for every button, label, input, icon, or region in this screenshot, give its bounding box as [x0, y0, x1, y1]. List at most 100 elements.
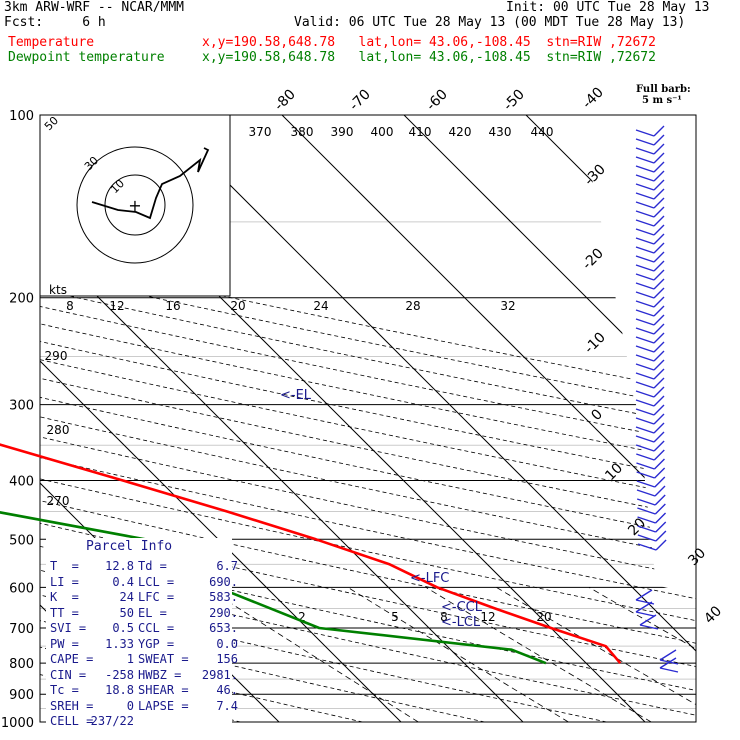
wind-barb: [635, 134, 665, 146]
ccl-annotation: <-CCL: [441, 600, 483, 615]
wind-barb: [635, 215, 665, 227]
theta-label: 410: [409, 125, 432, 139]
init-time: Init: 00 UTC Tue 28 May 13: [506, 0, 710, 15]
theta-label: 280: [47, 423, 70, 437]
wind-barb: [636, 458, 665, 470]
wind-barb: [635, 233, 665, 245]
dewpoint-legend: Dewpoint temperature: [8, 50, 165, 65]
theta-label: 400: [371, 125, 394, 139]
parcel-info-cell: CIN =: [50, 667, 87, 682]
parcel-info-cell: Td =: [138, 559, 167, 573]
wind-barb: [635, 197, 665, 209]
wind-barb: [635, 224, 665, 236]
wind-barb: [635, 323, 665, 335]
theta-label: 380: [291, 125, 314, 139]
isotherm-label: -40: [579, 84, 606, 111]
wind-barb: [635, 179, 665, 191]
parcel-info-row: CAPE = 1 SWEAT = 156: [50, 652, 238, 668]
wind-barb: [635, 251, 665, 263]
parcel-info-cell: 0: [126, 698, 134, 713]
parcel-info-cell: SREH =: [50, 698, 94, 713]
wind-barb: [635, 305, 665, 317]
isotherm-label: 0: [588, 406, 606, 424]
mixing-ratio-label: 2: [298, 610, 306, 624]
parcel-info-row: CELL = 237/22: [50, 714, 238, 730]
isotherm-line: [281, 115, 696, 722]
mixing-ratio-line: [588, 586, 696, 722]
wind-barb: [635, 440, 665, 452]
dewpoint-location: x,y=190.58,648.78 lat,lon= 43.06,-108.45…: [202, 50, 656, 65]
wind-barb: [635, 350, 665, 362]
parcel-info-cell: 6.7: [216, 559, 238, 573]
parcel-info-cell: 653.: [209, 621, 238, 635]
parcel-info-cell: CELL =: [50, 714, 94, 728]
dry-adiabat-line: [40, 115, 696, 722]
parcel-info-cell: SWEAT =: [138, 652, 189, 666]
hodograph-box: [39, 114, 231, 297]
pressure-tick-label: 500: [9, 533, 34, 548]
wind-barb: [635, 422, 665, 434]
mixing-ratio-label: 8: [440, 610, 448, 624]
parcel-info-title: Parcel Info: [86, 539, 173, 554]
isotherm-label: 40: [701, 603, 725, 627]
parcel-info-cell: PW =: [50, 636, 79, 651]
isotherm-label: -80: [271, 86, 298, 113]
parcel-info-cell: HWBZ =: [138, 667, 182, 682]
hodograph-ring: [104, 174, 166, 236]
wind-barb: [637, 521, 667, 533]
parcel-info-cell: T =: [50, 559, 79, 573]
parcel-info-cell: CCL =: [138, 621, 175, 635]
wind-barb: [639, 614, 659, 630]
pressure-tick-label: 100: [9, 109, 34, 124]
lcl-annotation: <-LCL: [441, 615, 481, 630]
wind-barb: [635, 242, 665, 254]
parcel-info-row: T = 12.8 Td = 6.7: [50, 559, 238, 575]
isotherm-line: [40, 115, 524, 722]
mixing-ratio-line: [496, 586, 696, 722]
parcel-info-cell: 18.8: [105, 683, 134, 697]
parcel-info-cell: 1: [126, 652, 134, 666]
wind-barb: [635, 152, 665, 164]
wind-barb: [636, 494, 666, 506]
wind-barb: [635, 377, 665, 389]
el-annotation: <-EL: [280, 388, 312, 403]
mixing-ratio-label: 5: [391, 610, 399, 624]
parcel-info-cell: -258: [105, 667, 134, 682]
theta-label: 290: [45, 349, 68, 363]
wind-barb: [635, 332, 665, 344]
isotherm-label: -20: [579, 245, 606, 272]
parcel-info-table: T = 12.8 Td = 6.7 LI = 0.4 LCL = 690. K = 24 LFC =…: [50, 559, 238, 730]
wind-barb: [635, 269, 665, 281]
parcel-info-cell: 290.: [209, 605, 238, 620]
parcel-info-cell: Tc =: [50, 683, 79, 697]
parcel-info-cell: 24: [119, 590, 134, 604]
parcel-info-row: Tc = 18.8 SHEAR = 46.: [50, 683, 238, 699]
dry-adiabat-line: [40, 115, 696, 722]
temperature-legend: Temperature: [8, 35, 95, 50]
parcel-info-cell: CAPE =: [50, 652, 94, 666]
wind-barb: [635, 359, 665, 371]
wind-barb: [635, 601, 655, 617]
theta-label: 370: [249, 125, 272, 139]
parcel-info-cell: K =: [50, 590, 79, 604]
barb-legend-units: 5 m s⁻¹: [642, 95, 682, 106]
parcel-info-cell: 46.: [216, 683, 238, 697]
pressure-tick-label: 400: [9, 474, 34, 489]
pressure-tick-label: 700: [9, 622, 34, 637]
isotherm-label: -70: [346, 86, 373, 113]
wind-barb: [635, 125, 665, 137]
parcel-info-cell: LAPSE =: [138, 698, 189, 713]
parcel-info-row: SREH = 0 LAPSE = 7.4: [50, 699, 238, 715]
wind-barb: [635, 296, 665, 308]
wind-barb: [635, 341, 665, 353]
parcel-info-box: [46, 538, 232, 730]
wind-barb: [636, 476, 666, 488]
dry-adiabat-line: [40, 115, 696, 722]
pressure-tick-label: 600: [9, 581, 34, 596]
parcel-info-cell: 156: [216, 652, 238, 666]
isotherm-label: -10: [581, 329, 608, 356]
wind-barb: [635, 170, 665, 182]
wind-barb: [635, 431, 665, 443]
parcel-info-row: TT = 50 EL = 290.: [50, 606, 238, 622]
hodograph-speed-label: 20: [230, 299, 245, 313]
